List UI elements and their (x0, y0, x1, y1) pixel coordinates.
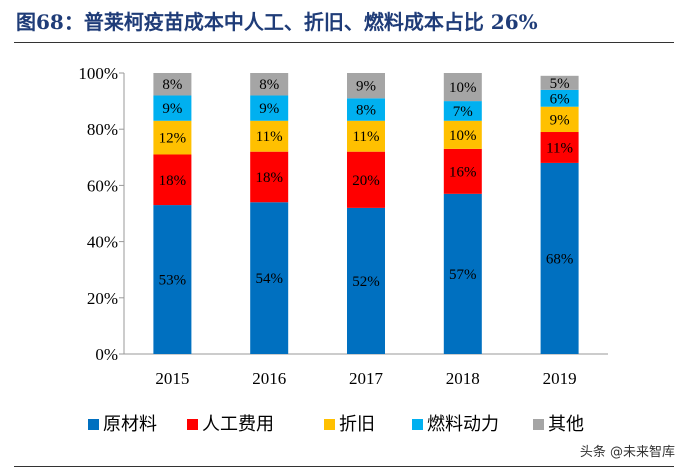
x-tick-label: 2017 (349, 369, 384, 388)
legend-swatch (412, 419, 423, 430)
bar-segment (347, 98, 385, 121)
bar-segment (153, 95, 192, 121)
bar-segment (443, 193, 482, 354)
bar-segment (153, 73, 192, 96)
data-label: 20% (352, 173, 380, 189)
bar-segment (153, 154, 192, 206)
chart-title: 图68：普莱柯疫苗成本中人工、折旧、燃料成本占比 26% (16, 10, 538, 34)
bar-segment (250, 151, 289, 203)
bar-segment (250, 202, 289, 354)
legend: 原材料 人工费用 折旧 燃料动力 其他 (88, 414, 584, 435)
bar-segment (153, 205, 192, 354)
data-label: 8% (162, 77, 182, 93)
bar-segment (347, 73, 385, 99)
data-label: 18% (159, 173, 187, 189)
legend-label: 折旧 (339, 414, 375, 435)
y-tick-label: 100% (78, 64, 118, 83)
bar-segment (250, 73, 289, 96)
data-label: 16% (449, 164, 477, 180)
data-label: 53% (159, 273, 187, 289)
bar-segment (540, 75, 579, 90)
data-label: 5% (550, 76, 570, 92)
data-label: 54% (255, 271, 283, 287)
bar-segment (540, 162, 579, 354)
bar-segment (347, 120, 385, 152)
x-tick-label: 2016 (252, 369, 286, 388)
bar-segment (347, 151, 385, 208)
legend-swatch (324, 419, 335, 430)
x-tick-label: 2019 (543, 369, 577, 388)
bar-segment (540, 89, 579, 107)
y-tick-label: 80% (87, 120, 118, 139)
legend-label: 原材料 (103, 414, 157, 435)
bar-segment (443, 120, 482, 149)
bar-segment (250, 95, 289, 121)
data-label: 9% (259, 101, 279, 117)
data-label: 9% (550, 112, 570, 128)
bar-segment (540, 132, 579, 163)
bottom-rule (14, 466, 674, 467)
legend-swatch (187, 419, 198, 430)
data-label: 18% (255, 170, 283, 186)
watermark: 头条 @未来智库 (576, 440, 678, 461)
data-label: 11% (256, 129, 283, 145)
data-label: 8% (356, 103, 376, 119)
data-label: 68% (546, 251, 574, 267)
axes: 0% 20% 40% 60% 80% 100% 2015 2016 2017 2018 2019 (78, 64, 608, 388)
y-tick-label: 40% (87, 233, 118, 252)
legend-swatch (88, 419, 99, 430)
data-label: 11% (546, 140, 573, 156)
x-tick-label: 2018 (446, 369, 480, 388)
data-label: 9% (162, 101, 182, 117)
data-label: 7% (453, 104, 473, 120)
bar-segment (443, 73, 482, 102)
bar-segment (153, 120, 192, 155)
bar-segment (250, 120, 289, 152)
y-tick-label: 0% (95, 345, 118, 364)
bars (153, 73, 579, 354)
title-rule (14, 42, 674, 43)
data-labels: 53% 18% 12% 9% 8% 54% 18% 11% 9% 8% 52% 20% 11% 8% 9% 5… (159, 76, 574, 290)
bar-segment (540, 106, 579, 133)
legend-label: 燃料动力 (427, 414, 499, 435)
legend-swatch (533, 419, 544, 430)
legend-label: 其他 (548, 414, 584, 435)
data-label: 11% (353, 129, 380, 145)
data-label: 6% (550, 91, 570, 107)
bar-segment (347, 207, 385, 354)
data-label: 10% (449, 128, 477, 144)
y-tick-label: 20% (87, 289, 118, 308)
y-tick-label: 60% (87, 176, 118, 195)
data-label: 9% (356, 79, 376, 95)
data-label: 57% (449, 267, 477, 283)
legend-label: 人工费用 (202, 414, 274, 435)
bar-segment (443, 101, 482, 121)
data-label: 52% (352, 274, 380, 290)
x-tick-label: 2015 (155, 369, 189, 388)
data-label: 8% (259, 77, 279, 93)
bar-segment (443, 148, 482, 194)
data-label: 12% (159, 131, 187, 147)
data-label: 10% (449, 80, 477, 96)
